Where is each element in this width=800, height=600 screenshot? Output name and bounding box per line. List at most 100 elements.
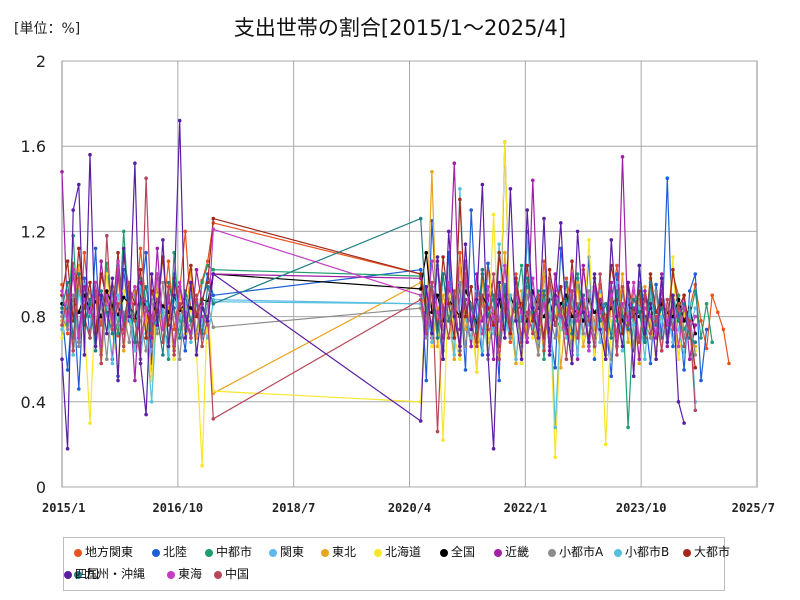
legend-label: 中国: [225, 567, 250, 581]
data-point: [603, 302, 608, 306]
data-point: [121, 246, 126, 251]
data-point: [93, 280, 98, 285]
data-point: [452, 357, 457, 362]
data-point: [183, 348, 188, 353]
data-point: [575, 280, 580, 285]
legend-label: 北海道: [385, 545, 422, 559]
data-point: [458, 280, 462, 285]
data-point: [166, 357, 171, 362]
legend-marker: [494, 548, 502, 557]
data-point: [144, 336, 148, 340]
legend-label: 四国: [75, 567, 100, 581]
series-line: [61, 198, 696, 368]
data-point: [177, 118, 182, 123]
data-point: [486, 353, 490, 357]
data-point: [446, 302, 451, 306]
data-point: [704, 327, 709, 332]
data-point: [144, 412, 148, 417]
data-point: [430, 219, 434, 223]
data-point: [200, 344, 204, 349]
legend-marker: [614, 548, 622, 557]
data-point: [710, 340, 714, 345]
data-point: [486, 285, 490, 289]
data-point: [547, 267, 552, 272]
data-point: [570, 259, 574, 264]
legend-item: 小都市A: [548, 543, 603, 560]
data-point: [430, 170, 434, 174]
data-point: [469, 344, 474, 349]
data-point: [88, 310, 92, 315]
data-point: [200, 306, 204, 310]
data-point: [99, 289, 103, 293]
data-point: [542, 289, 546, 293]
data-point: [127, 340, 132, 345]
data-point: [424, 285, 429, 289]
legend: 地方関東 北陸 中都市 関東 東北 北海道 全国 近畿 小都市A 小都市B 大都市 九州・沖縄 東海 中国…: [63, 537, 730, 591]
legend-marker: [548, 548, 556, 557]
legend-marker: [321, 548, 329, 557]
data-point: [620, 285, 625, 289]
data-point: [105, 310, 109, 315]
data-point: [609, 280, 614, 285]
y-tick-label: 1.2: [21, 222, 46, 241]
data-point: [183, 229, 188, 234]
data-point: [105, 272, 109, 276]
data-point: [105, 293, 109, 298]
data-point: [121, 289, 126, 293]
x-tick-label: 2023/10: [616, 501, 667, 515]
legend-label: 小都市B: [625, 545, 670, 559]
data-point: [177, 357, 182, 362]
data-point: [133, 378, 137, 383]
data-point: [682, 319, 686, 323]
data-point: [592, 353, 597, 357]
data-point: [166, 353, 171, 357]
data-point: [693, 353, 698, 357]
data-point: [486, 261, 490, 266]
data-point: [592, 357, 597, 362]
data-point: [452, 289, 457, 293]
data-point: [676, 400, 681, 404]
data-point: [211, 227, 216, 232]
data-point: [110, 276, 115, 281]
data-point: [659, 348, 664, 353]
data-point: [547, 276, 552, 281]
data-point: [105, 331, 109, 336]
data-point: [435, 310, 440, 315]
data-point: [587, 238, 591, 242]
data-point: [458, 357, 462, 362]
data-point: [205, 285, 210, 289]
legend-marker: [214, 570, 222, 579]
x-tick-label: 2016/10: [153, 501, 204, 515]
x-tick-label: 2020/4: [388, 501, 431, 515]
data-point: [699, 319, 703, 323]
data-point: [519, 361, 524, 366]
y-tick-label: 0.8: [21, 308, 46, 327]
data-point: [65, 331, 70, 336]
data-point: [609, 357, 614, 362]
data-point: [121, 348, 126, 353]
data-point: [508, 323, 513, 327]
data-point: [116, 323, 120, 327]
data-point: [149, 336, 154, 340]
data-point: [205, 280, 210, 285]
data-point: [430, 280, 434, 285]
legend-item: 大都市: [683, 543, 730, 560]
data-point: [446, 229, 451, 234]
data-point: [620, 272, 625, 276]
data-point: [452, 161, 457, 165]
data-point: [88, 152, 92, 157]
data-point: [105, 289, 109, 293]
data-point: [200, 280, 204, 285]
data-point: [110, 327, 115, 332]
legend-label: 九州・沖縄: [85, 567, 146, 581]
series-layer: [60, 118, 731, 468]
data-point: [514, 361, 518, 366]
data-point: [559, 365, 563, 370]
data-point: [133, 340, 137, 345]
legend-item: 北陸: [152, 543, 187, 560]
data-point: [564, 280, 569, 285]
data-point: [82, 250, 87, 255]
legend-marker: [64, 570, 72, 579]
data-point: [598, 327, 602, 332]
data-point: [144, 285, 148, 289]
